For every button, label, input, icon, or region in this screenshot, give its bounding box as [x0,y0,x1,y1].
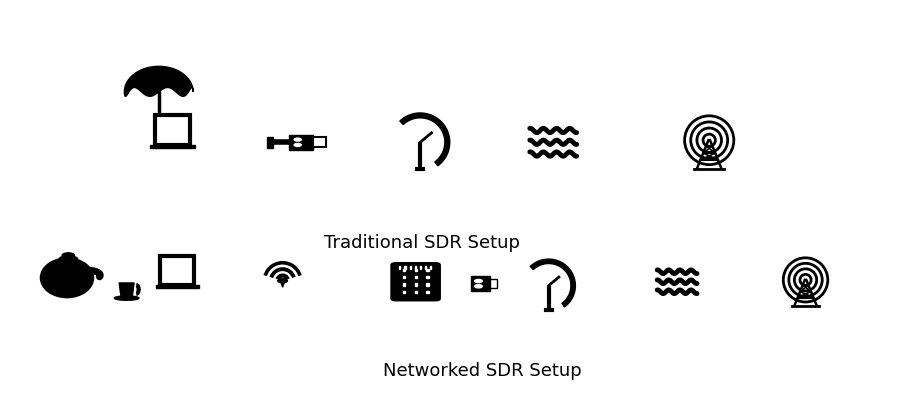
Bar [420,266,421,269]
Bar [410,266,411,269]
Circle shape [294,143,301,147]
Bar [414,266,415,269]
Circle shape [474,285,483,288]
Bar [425,266,426,269]
Circle shape [62,253,75,258]
Bar [414,276,417,278]
FancyBboxPatch shape [391,263,440,300]
Bar [267,137,273,148]
Bar [414,283,417,286]
Bar [404,266,405,269]
Polygon shape [400,113,450,166]
Bar [313,138,326,147]
FancyBboxPatch shape [154,115,190,145]
Bar [402,276,405,278]
Polygon shape [282,283,284,287]
Ellipse shape [59,256,78,262]
Ellipse shape [41,258,93,298]
Bar [402,291,405,293]
Bar [430,266,431,269]
Bar [414,268,417,271]
Bar [471,276,490,291]
Bar [156,285,198,288]
Polygon shape [530,259,575,307]
Circle shape [294,138,301,141]
Text: Networked SDR Setup: Networked SDR Setup [383,362,581,380]
Polygon shape [125,66,193,96]
Bar [426,283,428,286]
Text: Traditional SDR Setup: Traditional SDR Setup [324,234,520,252]
Bar [290,135,313,150]
Ellipse shape [114,296,139,300]
Bar [426,276,428,278]
Polygon shape [490,279,497,288]
Bar [402,268,405,271]
Bar [426,268,428,271]
Circle shape [278,279,287,283]
Bar [426,291,428,293]
Polygon shape [119,283,134,296]
Bar [400,266,401,269]
Bar [150,145,195,148]
FancyBboxPatch shape [160,256,194,285]
Bar [402,283,405,286]
Bar [414,291,417,293]
Circle shape [474,279,483,283]
